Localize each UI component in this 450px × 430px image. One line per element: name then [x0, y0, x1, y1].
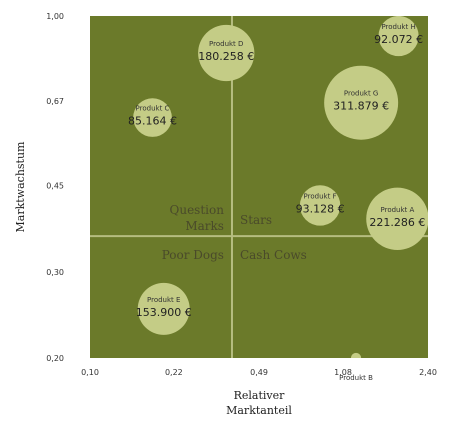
bubble-value-label: 221.286 € — [369, 216, 425, 229]
bubble-name-label: Produkt A — [381, 206, 415, 214]
y-tick-label: 1,00 — [46, 12, 64, 21]
x-tick-label: 2,40 — [419, 368, 437, 377]
bubble-name-label: Produkt G — [344, 90, 378, 98]
bubble-name-label: Produkt D — [209, 40, 243, 48]
bubble-circle — [350, 352, 362, 358]
x-tick-label: 0,10 — [81, 368, 99, 377]
bubble-value-label: 93.128 € — [296, 202, 345, 215]
bubble-produkt-d: Produkt D 180.258 € — [198, 24, 255, 82]
bubble-circle — [378, 16, 419, 57]
bubble-circle — [366, 187, 428, 250]
bubble-produkt-g: Produkt G 311.879 € — [324, 65, 399, 140]
bubble-value-label: 180.258 € — [198, 50, 254, 63]
bubble-circle — [198, 24, 255, 82]
bubble-name-label-produkt-b: Produkt B — [339, 374, 373, 382]
bubble-produkt-b — [350, 352, 362, 358]
bubble-value-label: 153.900 € — [136, 306, 192, 319]
bubble-produkt-h: Produkt H 92.072 € — [374, 16, 423, 57]
x-tick-label: 1,08 — [334, 368, 352, 377]
x-tick-label: 0,22 — [165, 368, 183, 377]
bubble-value-label: 311.879 € — [333, 100, 389, 113]
quadrant-label-stars: Stars — [240, 213, 272, 227]
y-tick-label: 0,45 — [46, 182, 64, 191]
y-tick-label: 0,20 — [46, 354, 64, 363]
x-tick-label: 0,49 — [250, 368, 268, 377]
bubble-produkt-e: Produkt E 153.900 € — [136, 282, 192, 335]
bubble-produkt-a: Produkt A 221.286 € — [366, 187, 428, 250]
x-axis-label-line-1: Relativer — [234, 389, 286, 402]
bubble-circle — [133, 98, 172, 137]
y-axis-label: Marktwachstum — [14, 141, 27, 233]
quadrant-label-question-marks: Question — [170, 203, 225, 217]
quadrant-label-question-marks: Marks — [185, 219, 224, 233]
bubble-circle — [324, 65, 399, 140]
bubble-name-label: Produkt F — [304, 192, 337, 200]
bubble-value-label: 92.072 € — [374, 33, 423, 46]
bubble-name-label: Produkt E — [147, 296, 180, 304]
y-tick-label: 0,67 — [46, 97, 64, 106]
y-tick-label: 0,30 — [46, 268, 64, 277]
bubble-name-label: Produkt C — [136, 105, 170, 113]
bubble-circle — [137, 282, 190, 335]
bubble-circle — [299, 185, 341, 226]
bubble-produkt-c: Produkt C 85.164 € — [128, 98, 177, 137]
bubble-name-label: Produkt H — [381, 23, 415, 31]
quadrant-label-poor-dogs: Poor Dogs — [162, 248, 224, 262]
x-axis-label-line-2: Marktanteil — [226, 404, 292, 417]
quadrant-label-cash-cows: Cash Cows — [240, 248, 307, 262]
bubble-value-label: 85.164 € — [128, 115, 177, 128]
bubble-produkt-f: Produkt F 93.128 € — [296, 185, 345, 226]
